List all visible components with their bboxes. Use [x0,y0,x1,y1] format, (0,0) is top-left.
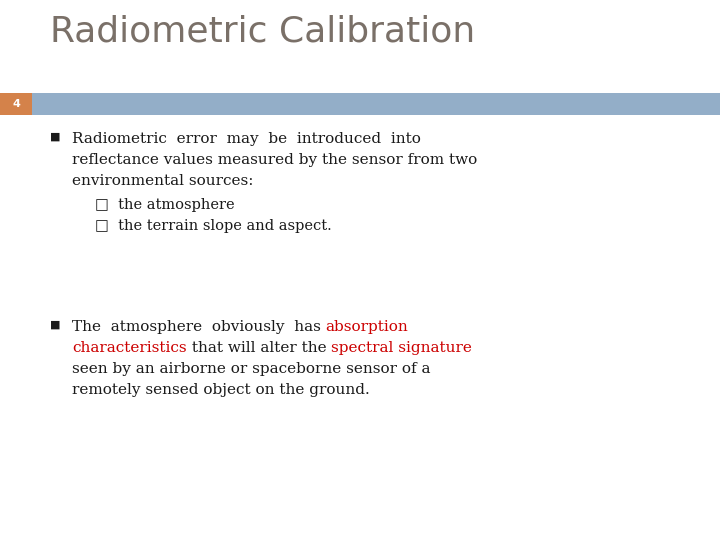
Text: □  the terrain slope and aspect.: □ the terrain slope and aspect. [95,219,332,233]
Text: seen by an airborne or spaceborne sensor of a: seen by an airborne or spaceborne sensor… [72,362,431,376]
Text: Radiometric  error  may  be  introduced  into: Radiometric error may be introduced into [72,132,421,146]
Text: remotely sensed object on the ground.: remotely sensed object on the ground. [72,383,370,397]
Text: spectral signature: spectral signature [331,341,472,355]
Text: ■: ■ [50,132,60,142]
Text: ■: ■ [50,320,60,330]
Text: 4: 4 [12,99,20,109]
Text: absorption: absorption [325,320,408,334]
Text: The  atmosphere  obviously  has: The atmosphere obviously has [72,320,325,334]
Text: that will alter the: that will alter the [186,341,331,355]
Text: characteristics: characteristics [72,341,186,355]
Bar [0,93,32,115]
Text: environmental sources:: environmental sources: [72,174,253,188]
Text: reflectance values measured by the sensor from two: reflectance values measured by the senso… [72,153,477,167]
Bar [32,93,720,115]
Text: □  the atmosphere: □ the atmosphere [95,198,235,212]
Text: Radiometric Calibration: Radiometric Calibration [50,15,475,49]
